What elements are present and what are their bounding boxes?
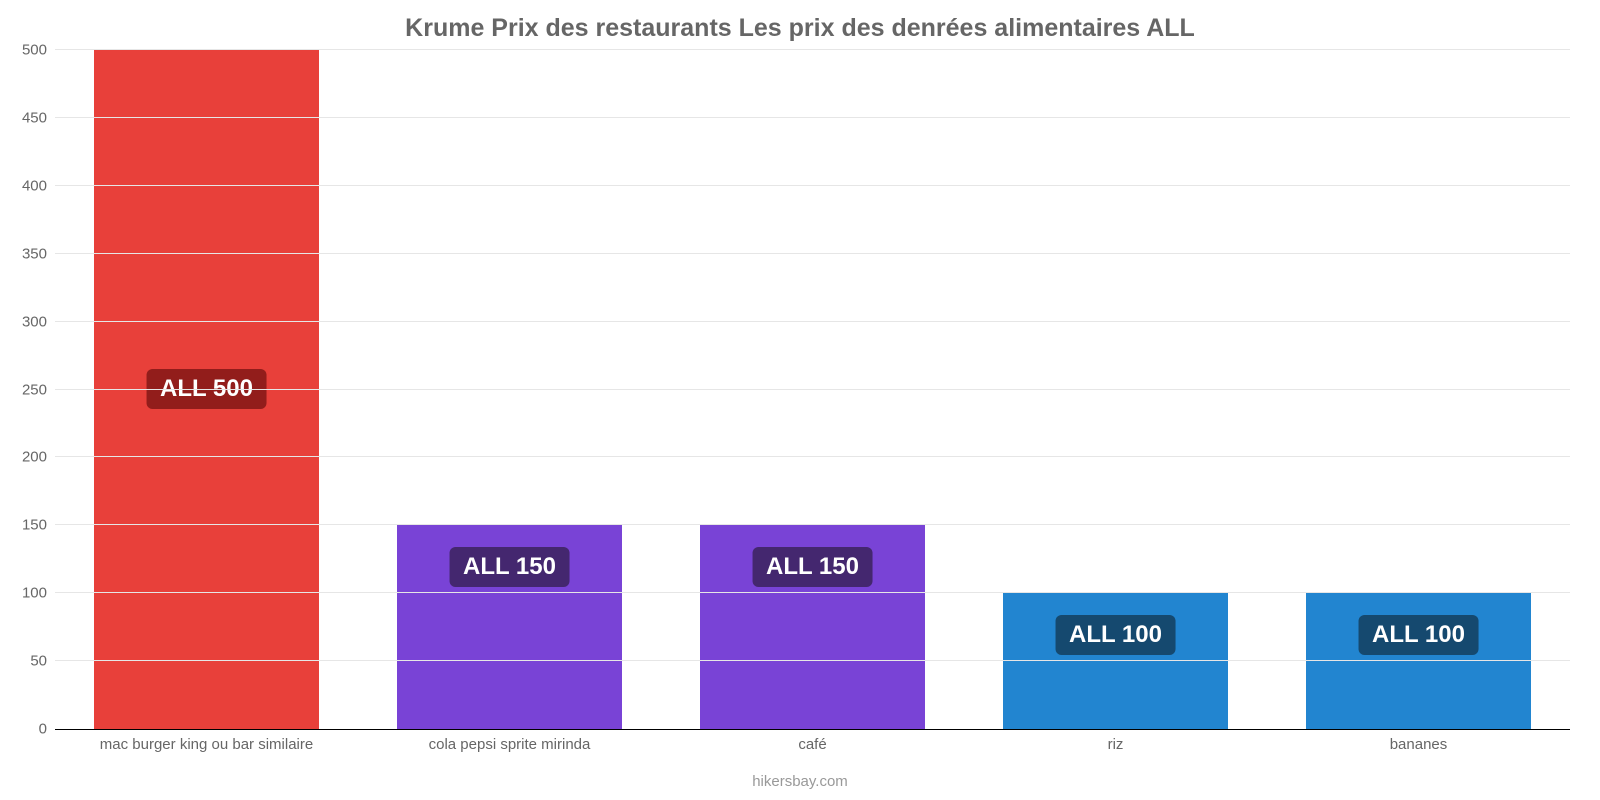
y-tick-label: 0 [39,721,47,738]
value-badge: ALL 150 [449,547,570,587]
value-badge: ALL 150 [752,547,873,587]
x-tick-label: bananes [1267,736,1570,760]
x-axis-labels: mac burger king ou bar similairecola pep… [55,736,1570,760]
bar-slot: ALL 150 [358,50,661,729]
bar: ALL 150 [700,525,924,729]
bar-slot: ALL 500 [55,50,358,729]
y-tick-label: 50 [30,653,47,670]
grid-line [55,524,1570,525]
grid-line [55,660,1570,661]
x-tick-label: cola pepsi sprite mirinda [358,736,661,760]
y-tick-label: 350 [22,245,47,262]
y-tick-label: 250 [22,381,47,398]
y-tick-label: 100 [22,585,47,602]
x-tick-label: mac burger king ou bar similaire [55,736,358,760]
grid-line [55,456,1570,457]
y-tick-label: 450 [22,109,47,126]
y-tick-label: 300 [22,313,47,330]
grid-line [55,389,1570,390]
grid-line [55,117,1570,118]
x-tick-label: riz [964,736,1267,760]
grid-line [55,321,1570,322]
chart-title: Krume Prix des restaurants Les prix des … [0,0,1600,47]
grid-line [55,253,1570,254]
bar: ALL 500 [94,50,318,729]
y-tick-label: 150 [22,517,47,534]
y-tick-label: 200 [22,449,47,466]
grid-line [55,592,1570,593]
grid-line [55,185,1570,186]
bar: ALL 150 [397,525,621,729]
y-tick-label: 500 [22,42,47,59]
chart-footer: hikersbay.com [0,773,1600,790]
bars-container: ALL 500 ALL 150 ALL 150 ALL 100 ALL 100 [55,50,1570,729]
bar-slot: ALL 150 [661,50,964,729]
grid-line [55,49,1570,50]
value-badge: ALL 100 [1055,615,1176,655]
plot-area: ALL 500ALL 150ALL 150ALL 100ALL 100 0501… [55,50,1570,730]
bar-slot: ALL 100 [964,50,1267,729]
x-tick-label: café [661,736,964,760]
bar-slot: ALL 100 [1267,50,1570,729]
chart-container: Krume Prix des restaurants Les prix des … [0,0,1600,800]
value-badge: ALL 100 [1358,615,1479,655]
y-tick-label: 400 [22,177,47,194]
